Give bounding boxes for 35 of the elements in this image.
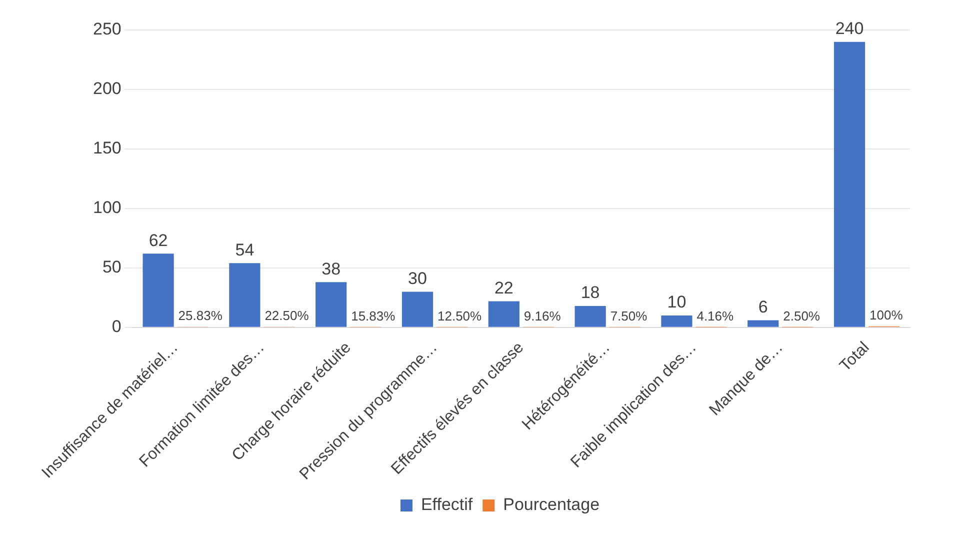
y-tick-label: 0 (112, 317, 122, 336)
data-label: 18 (580, 283, 600, 302)
data-label: 4.16% (696, 308, 734, 324)
legend-label: Pourcentage (503, 495, 600, 514)
data-label: 25.83% (178, 308, 223, 324)
data-label: 22.50% (264, 308, 310, 324)
legend-label: Effectif (420, 495, 473, 514)
data-label: 15.83% (351, 308, 396, 324)
y-tick-label: 150 (92, 138, 122, 158)
data-label: 62 (148, 230, 168, 250)
y-tick-label: 100 (92, 198, 122, 218)
data-label: 10 (667, 292, 686, 312)
y-tick-label: 200 (92, 79, 122, 98)
data-label: 240 (835, 19, 864, 38)
bar (229, 263, 260, 327)
bar (574, 306, 606, 327)
bar (316, 282, 347, 327)
bar (661, 315, 692, 327)
bar (402, 292, 434, 327)
data-label: 2.50% (783, 308, 820, 324)
data-label: 9.16% (524, 308, 562, 324)
data-label: 30 (408, 268, 427, 288)
data-label: 38 (322, 259, 341, 278)
data-label: 100% (870, 307, 904, 322)
data-label: 6 (758, 297, 768, 316)
y-tick-label: 250 (92, 20, 122, 39)
data-label: 22 (494, 278, 514, 298)
data-label: 12.50% (438, 308, 482, 324)
data-label: 7.50% (610, 308, 648, 324)
data-label: 54 (235, 240, 254, 260)
bar (834, 42, 866, 327)
y-tick-label: 50 (102, 258, 122, 277)
bar (142, 254, 174, 327)
bar (748, 320, 779, 327)
bar (488, 301, 520, 327)
